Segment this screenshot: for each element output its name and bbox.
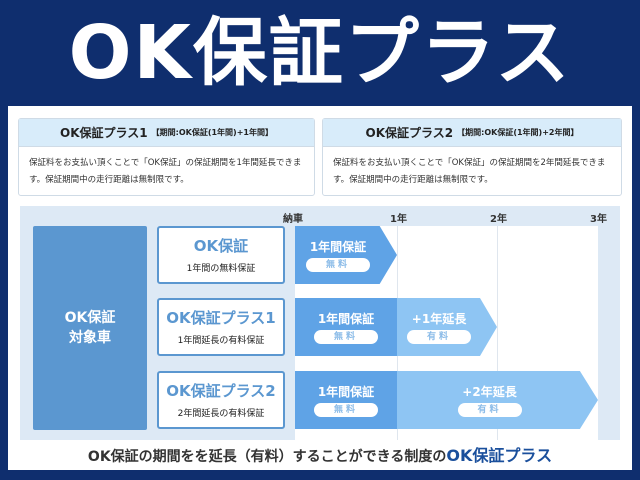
target-vehicle-block: OK保証 対象車: [33, 226, 147, 430]
row-label: OK保証プラス1 1年間延長の有料保証: [157, 298, 285, 356]
timeline: 納車 1年 2年 3年 OK保証 対象車 OK保証 1年間の無料保証 OK保証プラス…: [20, 206, 620, 440]
card-period: 【期間:OK保証(1年間)+2年間】: [457, 128, 579, 137]
row-label: OK保証 1年間の無料保証: [157, 226, 285, 284]
axis-label: 2年: [490, 214, 507, 225]
content-panel: OK保証プラス1 【期間:OK保証(1年間)+1年間】 保証料をお支払い頂くことで…: [8, 106, 632, 470]
card-title: OK保証プラス2: [365, 126, 454, 140]
bar-free: 1年間保証 無料: [295, 371, 397, 429]
axis-label: 1年: [390, 214, 407, 225]
bar-free: 1年間保証 無料: [295, 226, 397, 284]
card-plus1: OK保証プラス1 【期間:OK保証(1年間)+1年間】 保証料をお支払い頂くことで…: [18, 118, 315, 196]
card-plus2: OK保証プラス2 【期間:OK保証(1年間)+2年間】 保証料をお支払い頂くことで…: [322, 118, 622, 196]
row-label: OK保証プラス2 2年間延長の有料保証: [157, 371, 285, 429]
caption: OK保証の期間をを延長（有料）することができる制度のOK保証プラス: [87, 446, 553, 465]
axis-label: 3年: [590, 214, 607, 225]
card-period: 【期間:OK保証(1年間)+1年間】: [151, 128, 273, 137]
card-desc: 保証料をお支払い頂くことで「OK保証」の保証期間を1年間延長できます。保証期間中…: [29, 158, 302, 185]
bar-paid: +1年延長 有料: [397, 298, 497, 356]
axis-label: 納車: [283, 214, 303, 225]
card-desc: 保証料をお支払い頂くことで「OK保証」の保証期間を2年間延長できます。保証期間中…: [333, 158, 606, 185]
card-title: OK保証プラス1: [60, 126, 148, 140]
page-title: OK保証プラス: [68, 10, 572, 96]
bar-free: 1年間保証 無料: [295, 298, 397, 356]
bar-paid: +2年延長 有料: [397, 371, 598, 429]
